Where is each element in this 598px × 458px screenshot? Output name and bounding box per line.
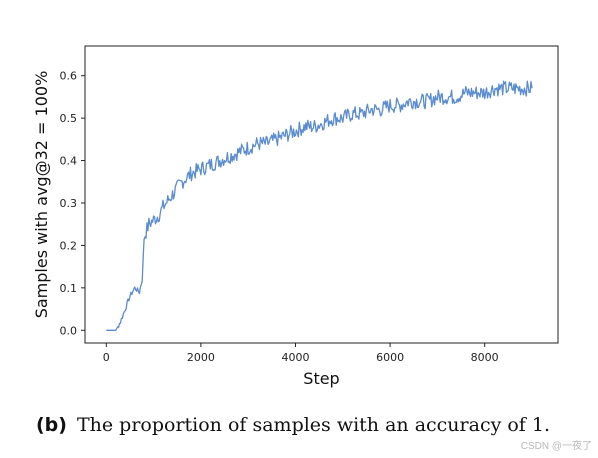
plot-frame — [84, 45, 559, 344]
y-axis-label: Samples with avg@32 = 100% — [32, 71, 51, 319]
y-tick-label: 0.0 — [60, 324, 78, 337]
y-tick-label: 0.2 — [60, 239, 78, 252]
x-axis-label: Step — [303, 369, 339, 388]
accuracy-line-chart: 0 2000 4000 6000 8000 0.00.10.20.30.40.50.6 … — [32, 45, 559, 388]
series-line — [106, 80, 533, 331]
x-tick-label: 0 — [103, 351, 110, 364]
x-tick-label: 4000 — [281, 351, 309, 364]
y-tick-label: 0.5 — [60, 112, 78, 125]
watermark: CSDN @一夜了 — [520, 441, 592, 452]
y-tick-label: 0.6 — [60, 70, 78, 83]
caption-text: The proportion of samples with an accura… — [76, 414, 551, 436]
y-tick-label: 0.1 — [60, 282, 78, 295]
x-tick-label: 2000 — [187, 351, 215, 364]
y-tick-label: 0.4 — [60, 155, 78, 168]
x-tick-label: 8000 — [471, 351, 499, 364]
y-axis-ticks: 0.0 0.1 0.2 0.3 0.4 0.5 0.6 — [60, 70, 85, 337]
figure-caption: (b) The proportion of samples with an acc… — [36, 414, 576, 436]
x-axis-ticks: 0 2000 4000 6000 8000 — [103, 343, 499, 364]
y-tick-label: 0.3 — [60, 197, 78, 210]
caption-tag: (b) — [36, 414, 67, 436]
x-tick-label: 6000 — [376, 351, 404, 364]
